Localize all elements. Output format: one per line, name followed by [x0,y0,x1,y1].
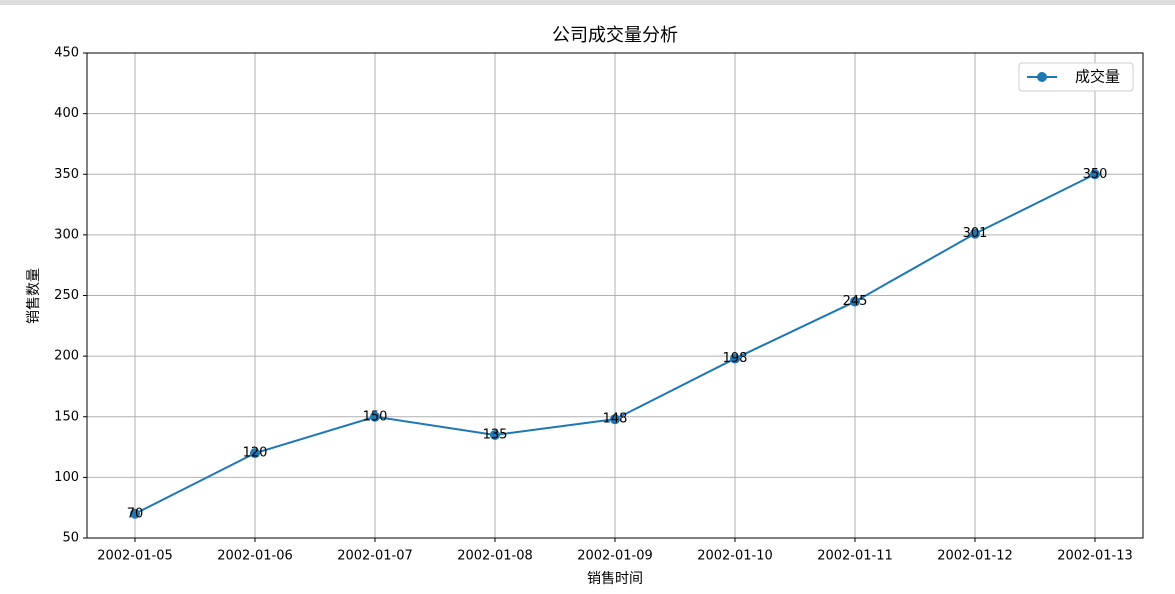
x-tick-label: 2002-01-07 [337,549,413,564]
y-axis-label: 销售数量 [26,268,42,324]
data-label: 301 [963,226,988,241]
data-label: 148 [603,412,628,427]
y-tick-label: 250 [54,288,79,303]
legend-box [1018,62,1134,92]
y-tick-label: 450 [54,46,79,61]
y-tick-label: 100 [54,470,79,485]
chart-title: 公司成交量分析 [552,25,678,46]
y-tick-label: 50 [62,531,79,546]
data-label: 198 [723,351,748,366]
x-tick-label: 2002-01-06 [217,549,293,564]
y-tick-label: 400 [54,106,79,121]
data-label: 135 [483,427,508,442]
y-tick-label: 200 [54,349,79,364]
point [370,411,380,422]
point [130,508,140,519]
point [970,228,980,239]
x-tick-label: 2002-01-13 [1057,549,1133,564]
point [610,414,620,425]
y-tick-label: 300 [54,227,79,242]
window-bar [0,0,1175,5]
x-tick-label: 2002-01-05 [97,549,173,564]
data-label: 350 [1083,167,1108,182]
y-tick-label: 350 [54,167,79,182]
point [730,353,740,364]
legend-marker [1037,72,1047,82]
x-tick-label: 2002-01-08 [457,549,533,564]
point [850,296,860,307]
legend: 成交量 [1018,62,1134,92]
data-label: 70 [127,506,144,521]
point [490,429,500,440]
x-axis-label: 销售时间 [587,571,643,587]
data-label: 245 [843,294,868,309]
y-tick-label: 150 [54,409,79,424]
x-tick-label: 2002-01-09 [577,549,653,564]
x-tick-label: 2002-01-11 [817,549,893,564]
legend-label: 成交量 [1075,68,1120,86]
plot-frame [86,52,1144,539]
x-tick-label: 2002-01-10 [697,549,773,564]
x-tick-label: 2002-01-12 [937,549,1013,564]
point [1090,169,1100,180]
data-label: 120 [243,446,268,461]
point [250,448,260,459]
data-label: 150 [363,409,388,424]
